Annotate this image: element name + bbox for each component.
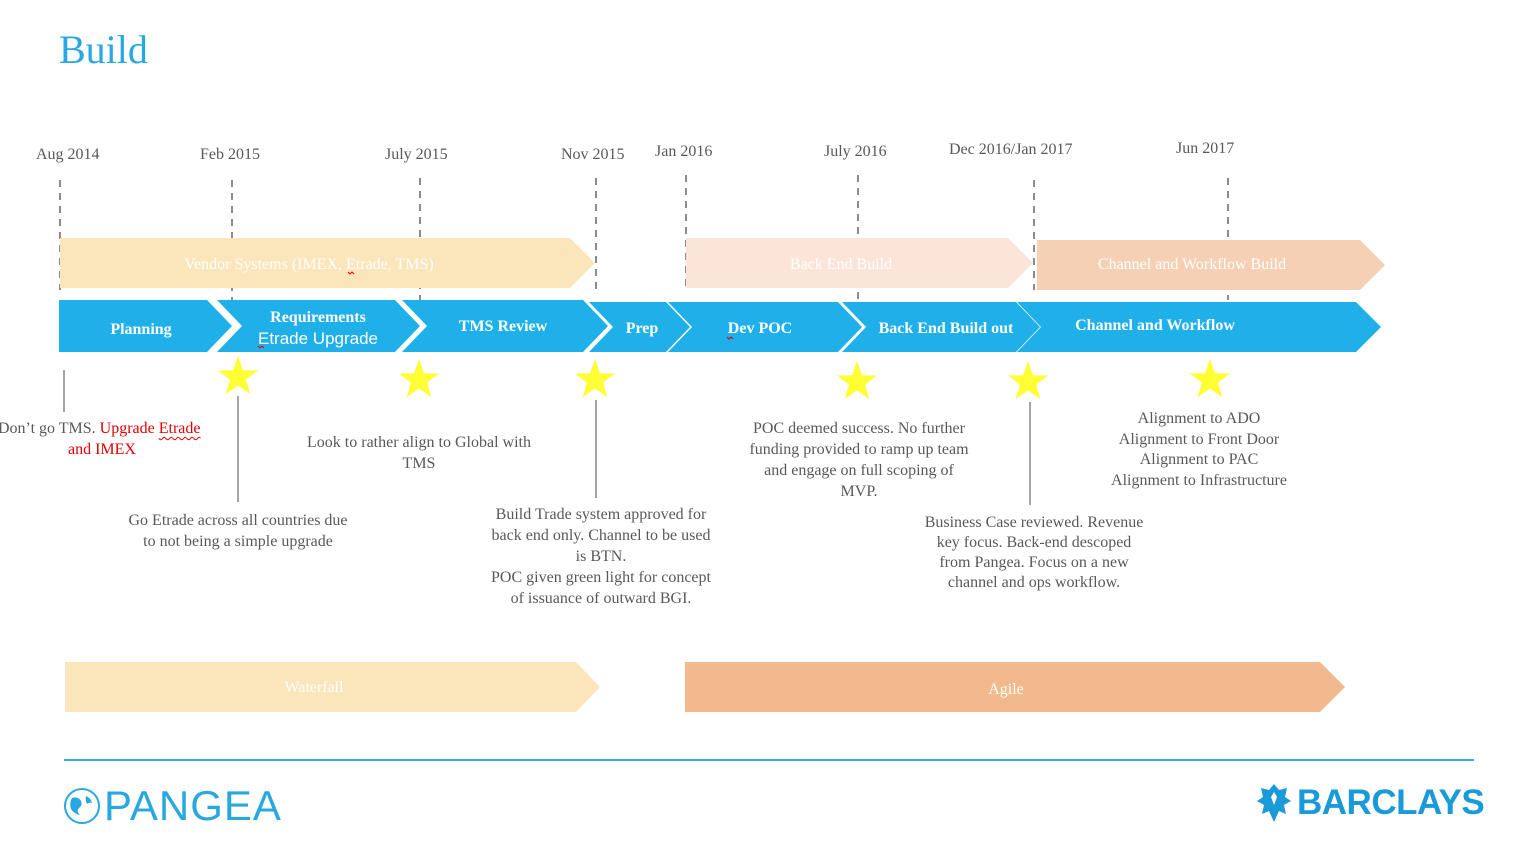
note-build-trade-approved: Build Trade system approved for back end… xyxy=(470,504,732,609)
date-label-july-2016: July 2016 xyxy=(824,143,887,160)
pangea-logo: PANGEA xyxy=(62,782,282,830)
note-line: Build Trade system approved for xyxy=(495,506,707,523)
note-line: of issuance of outward BGI. xyxy=(510,590,692,607)
channel-workflow-build-track-label: Channel and Workflow Build xyxy=(1098,256,1286,273)
phase-back-end-build-out-chevron xyxy=(842,302,1040,352)
note-alignment-list: Alignment to ADO Alignment to Front Door… xyxy=(1080,409,1318,491)
phase-planning-chevron xyxy=(59,300,232,352)
note-line: Alignment to Infrastructure xyxy=(1111,471,1287,489)
barclays-logo: BARCLAYS xyxy=(1255,782,1485,824)
spellcheck-squiggle xyxy=(347,271,355,275)
milestone-star-icon xyxy=(1190,359,1230,397)
note-text-highlight: Etrade xyxy=(158,420,201,437)
note-text-highlight: Upgrade xyxy=(99,420,159,437)
channel-workflow-build-track xyxy=(1037,240,1385,290)
note-dont-go-tms: Don’t go TMS. Upgrade Etrade and IMEX xyxy=(0,418,230,460)
pangea-wordmark: PANGEA xyxy=(104,782,282,829)
eagle-icon xyxy=(1257,784,1291,822)
note-line: Go Etrade across all countries due xyxy=(128,512,348,529)
date-label-july-2015: July 2015 xyxy=(385,146,448,163)
note-align-global-tms: Look to rather align to Global with TMS xyxy=(288,432,550,474)
phase-prep-label: Prep xyxy=(626,320,659,337)
note-line: from Pangea. Focus on a new xyxy=(939,554,1129,571)
back-end-build-track xyxy=(686,238,1033,288)
date-label-jun-2017: Jun 2017 xyxy=(1176,140,1235,157)
note-line: TMS xyxy=(402,455,436,472)
milestone-star-icon xyxy=(1008,361,1048,399)
note-business-case-reviewed: Business Case reviewed. Revenue key focu… xyxy=(900,513,1168,593)
phase-requirements-label-line1: Requirements xyxy=(270,309,366,326)
note-line: Alignment to Front Door xyxy=(1118,430,1280,448)
note-line: Business Case reviewed. Revenue xyxy=(924,514,1144,531)
phase-dev-poc-label: Dev POC xyxy=(728,320,792,337)
date-label-dec-2016-jan-2017: Dec 2016/Jan 2017 xyxy=(949,141,1073,158)
agile-bar xyxy=(685,662,1345,712)
vendor-systems-track xyxy=(60,238,595,288)
milestone-star-icon xyxy=(399,359,439,397)
phase-back-end-build-out-label: Back End Build out xyxy=(879,320,1014,337)
spellcheck-squiggle xyxy=(257,345,265,349)
date-label-jan-2016: Jan 2016 xyxy=(655,143,713,160)
note-line: MVP. xyxy=(840,483,878,500)
phase-prep-chevron xyxy=(589,302,690,352)
note-line: POC deemed success. No further xyxy=(753,420,965,437)
note-line: and engage on full scoping of xyxy=(764,462,954,479)
date-label-aug-2014: Aug 2014 xyxy=(36,146,100,163)
note-line: is BTN. xyxy=(575,548,627,565)
milestone-star-icon xyxy=(575,359,615,397)
back-end-build-track-label: Back End Build xyxy=(790,256,892,273)
note-line: Look to rather align to Global with xyxy=(307,434,531,451)
note-go-etrade: Go Etrade across all countries due to no… xyxy=(110,510,366,552)
phase-requirements-chevron xyxy=(217,300,420,352)
waterfall-bar xyxy=(65,662,600,712)
footer-divider xyxy=(64,759,1474,761)
note-line: channel and ops workflow. xyxy=(947,574,1121,591)
spellcheck-squiggle xyxy=(726,336,734,340)
phase-planning-label: Planning xyxy=(110,321,171,338)
phase-tms-review-chevron xyxy=(402,300,608,352)
phase-requirements-label-line2: Etrade Upgrade xyxy=(258,329,378,348)
phase-channel-workflow-label: Channel and Workflow xyxy=(1075,317,1235,334)
note-poc-success: POC deemed success. No further funding p… xyxy=(728,418,990,502)
milestone-star-icon xyxy=(218,356,258,394)
note-line: to not being a simple upgrade xyxy=(143,533,333,550)
page-title: Build xyxy=(59,27,148,72)
barclays-wordmark: BARCLAYS xyxy=(1297,783,1485,822)
phase-tms-review-label: TMS Review xyxy=(459,318,548,335)
note-line: Alignment to PAC xyxy=(1139,451,1259,468)
agile-label: Agile xyxy=(988,681,1024,698)
note-line: key focus. Back-end descoped xyxy=(936,534,1132,551)
note-text: Don’t go TMS. xyxy=(0,420,100,437)
phase-channel-workflow-chevron xyxy=(1017,302,1381,352)
note-text-highlight: and IMEX xyxy=(68,441,136,458)
globe-icon xyxy=(64,788,100,824)
milestone-star-icon xyxy=(837,361,877,399)
date-label-feb-2015: Feb 2015 xyxy=(200,146,260,163)
date-label-nov-2015: Nov 2015 xyxy=(561,146,625,163)
waterfall-label: Waterfall xyxy=(284,679,344,696)
note-line: back end only. Channel to be used xyxy=(491,527,711,544)
note-line: Alignment to ADO xyxy=(1137,410,1261,427)
note-line: funding provided to ramp up team xyxy=(749,441,969,458)
note-line: POC given green light for concept xyxy=(491,569,711,586)
phase-dev-poc-chevron xyxy=(668,302,862,352)
vendor-systems-track-label: Vendor Systems (IMEX, Etrade, TMS) xyxy=(184,256,433,273)
